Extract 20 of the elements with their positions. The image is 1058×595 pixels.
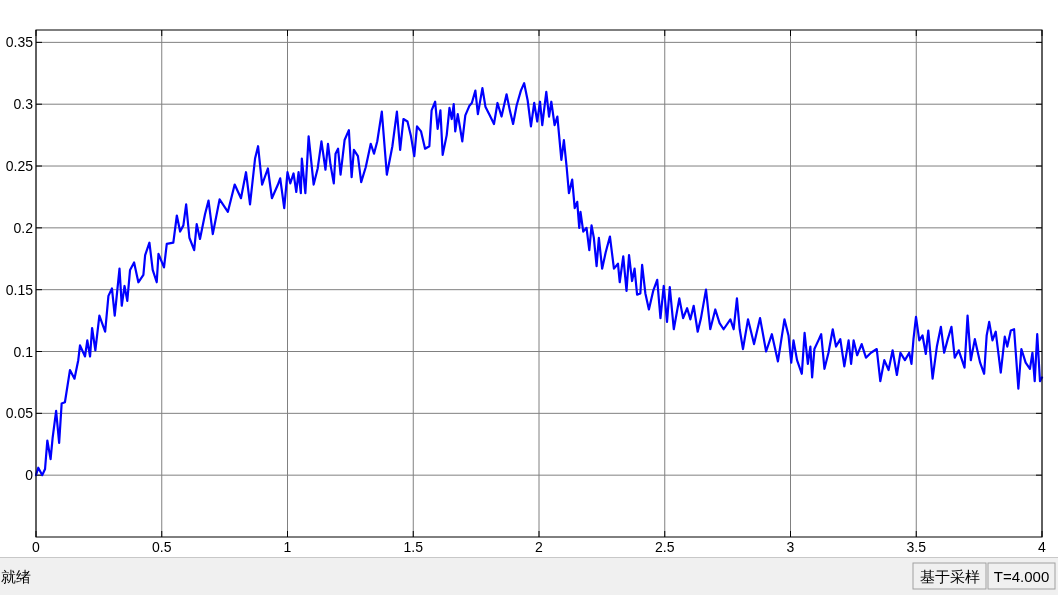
x-tick-label: 2	[535, 539, 544, 555]
x-tick-label: 4	[1038, 539, 1047, 555]
y-tick-label: 0.35	[5, 34, 34, 51]
line-series	[34, 82, 1044, 477]
y-tick-label: 0.1	[13, 343, 34, 360]
x-tick-label: 3	[786, 539, 795, 555]
y-tick-label: 0.25	[5, 158, 34, 175]
y-tick-label: 0.15	[5, 281, 34, 298]
text: T=4.000	[993, 568, 1050, 585]
text: 就绪	[1, 568, 31, 585]
x-tick-label: 1.5	[403, 539, 424, 555]
x-tick-label: 0.5	[152, 539, 172, 555]
y-tick-label: 0.05	[5, 405, 34, 422]
x-tick-label: 3.5	[906, 539, 927, 555]
y-tick-label: 0	[25, 467, 34, 484]
x-tick-label: 1	[283, 539, 292, 555]
text: 基于采样	[919, 568, 980, 585]
y-tick-label: 0.3	[13, 96, 34, 113]
x-tick-label: 2.5	[655, 539, 675, 555]
y-tick-label: 0.2	[13, 219, 34, 236]
